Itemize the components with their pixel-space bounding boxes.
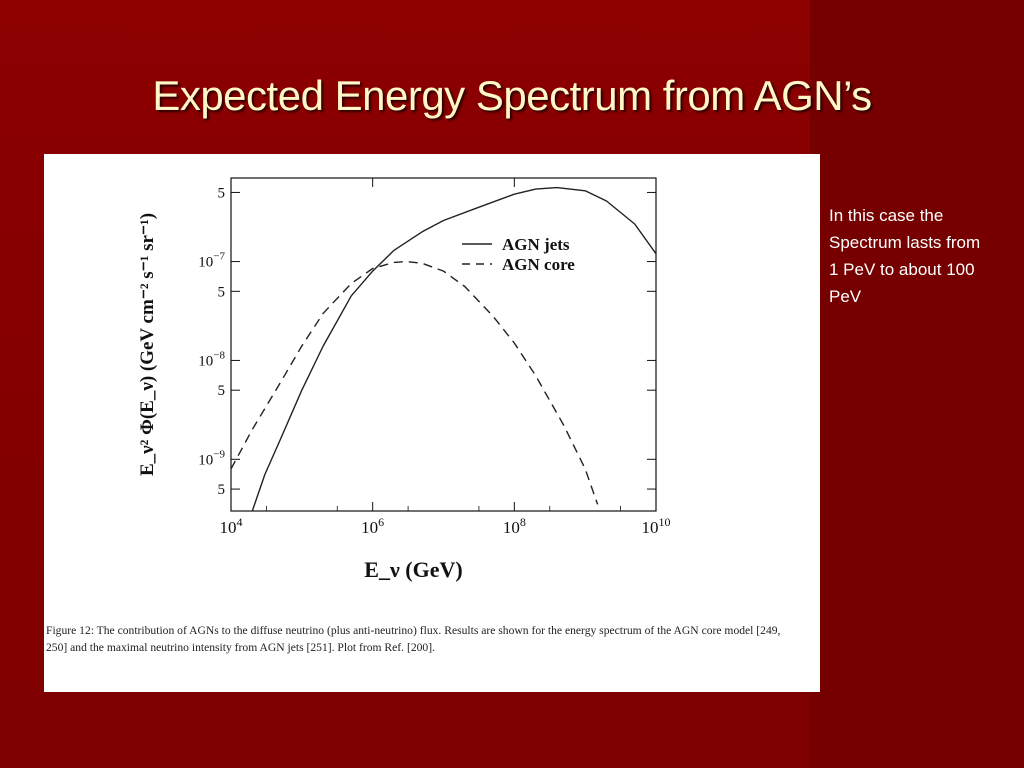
series-line-agn-core xyxy=(231,260,599,505)
y-tick-label: 5 xyxy=(218,185,226,201)
legend-entry: AGN jets xyxy=(502,235,570,254)
plot-frame xyxy=(230,177,657,512)
figure-caption: Figure 12: The contribution of AGNs to t… xyxy=(46,624,781,654)
y-tick-label: 10−7 xyxy=(198,251,225,271)
y-tick-label: 5 xyxy=(218,284,226,300)
slide-title: Expected Energy Spectrum from AGN’s xyxy=(152,72,872,119)
figure-panel: 104 106 108 1010 5 10−9 5 10−8 5 10−7 5 E_ν (GeV) E_… xyxy=(44,154,820,692)
y-tick-label: 10−8 xyxy=(198,349,225,369)
x-tick-label: 104 xyxy=(220,515,243,537)
y-axis-label: E_ν² Φ(E_ν) (GeV cm⁻² s⁻¹ sr⁻¹) xyxy=(137,213,158,476)
y-tick-label: 5 xyxy=(218,383,226,399)
x-tick-label: 106 xyxy=(361,515,384,537)
y-tick-label: 10−9 xyxy=(198,448,225,468)
series-line-agn-jets xyxy=(251,186,656,511)
slide-background-right xyxy=(810,0,1024,768)
energy-spectrum-chart: 104 106 108 1010 5 10−9 5 10−8 5 10−7 5 E_ν (GeV) E_… xyxy=(137,177,671,582)
y-tick-label: 5 xyxy=(218,482,226,498)
side-note: In this case the Spectrum lasts from 1 P… xyxy=(829,206,981,306)
x-axis-label: E_ν (GeV) xyxy=(364,557,462,582)
legend-entry: AGN core xyxy=(502,255,575,274)
x-tick-label: 1010 xyxy=(642,515,671,537)
x-tick-label: 108 xyxy=(503,515,526,537)
